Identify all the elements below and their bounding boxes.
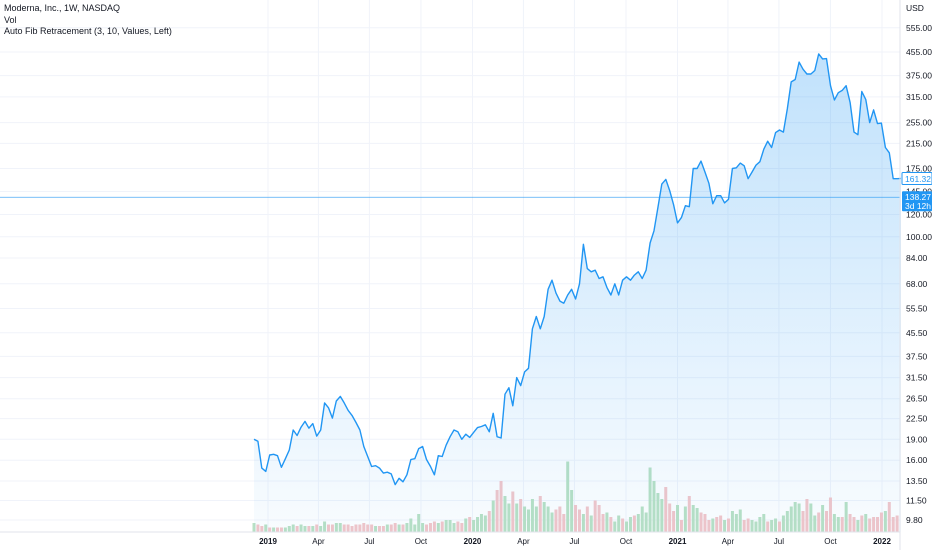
chart-legend: Moderna, Inc., 1W, NASDAQ Vol Auto Fib R…: [4, 3, 172, 38]
y-tick-label: 22.50: [906, 414, 928, 424]
y-tick-label: 19.00: [906, 434, 928, 444]
y-tick-label: 16.00: [906, 455, 928, 465]
x-tick-label: Oct: [415, 537, 428, 546]
y-tick-label: 9.80: [906, 515, 923, 525]
axis-unit-label: USD: [906, 3, 924, 13]
x-tick-label: Apr: [517, 537, 530, 546]
x-tick-label: Jul: [569, 537, 579, 546]
x-tick-label: Jul: [774, 537, 784, 546]
y-tick-label: 68.00: [906, 279, 928, 289]
x-tick-label: 2022: [873, 537, 891, 546]
last-price-tag: 161.32: [901, 171, 932, 185]
price-axis[interactable]: USD 555.00 455.00 375.00 315.00 255.00 215.00 1…: [899, 0, 932, 550]
x-tick-label: Apr: [312, 537, 325, 546]
price-line: [253, 53, 902, 486]
y-tick-label: 315.00: [906, 92, 932, 102]
y-tick-label: 37.50: [906, 351, 928, 361]
fib-indicator-label[interactable]: Auto Fib Retracement (3, 10, Values, Lef…: [4, 26, 172, 36]
symbol-title[interactable]: Moderna, Inc., 1W, NASDAQ: [4, 3, 121, 13]
bar-countdown-label: 3d 12h: [905, 201, 931, 211]
x-tick-label: 2021: [669, 537, 687, 546]
y-tick-label: 26.50: [906, 394, 928, 404]
y-tick-label: 120.00: [906, 210, 932, 220]
y-tick-label: 31.50: [906, 373, 928, 383]
y-tick-label: 13.50: [906, 476, 928, 486]
y-tick-label: 11.50: [906, 495, 927, 505]
x-tick-label: Apr: [722, 537, 735, 546]
y-tick-label: 215.00: [906, 138, 932, 148]
y-tick-label: 555.00: [906, 23, 932, 33]
y-tick-label: 55.50: [906, 304, 928, 314]
time-axis[interactable]: 2019 Apr Jul Oct 2020 Apr Jul Oct 2021 Apr Jul Oct 2…: [0, 531, 900, 546]
x-tick-label: Oct: [620, 537, 633, 546]
last-price-label: 161.32: [905, 174, 931, 184]
x-tick-label: Jul: [364, 537, 374, 546]
x-tick-label: 2019: [259, 537, 277, 546]
volume-bar: [252, 523, 256, 532]
volume-indicator-label[interactable]: Vol: [4, 14, 17, 25]
y-tick-label: 455.00: [906, 47, 932, 57]
y-tick-label: 45.50: [906, 328, 928, 338]
y-tick-label: 175.00: [906, 164, 932, 174]
y-tick-label: 255.00: [906, 118, 932, 128]
x-tick-label: Oct: [824, 537, 837, 546]
y-tick-label: 100.00: [906, 232, 932, 242]
x-tick-label: 2020: [464, 537, 482, 546]
y-tick-label: 84.00: [906, 253, 928, 263]
current-price-label: 138.27: [905, 192, 931, 202]
y-tick-label: 375.00: [906, 71, 932, 81]
